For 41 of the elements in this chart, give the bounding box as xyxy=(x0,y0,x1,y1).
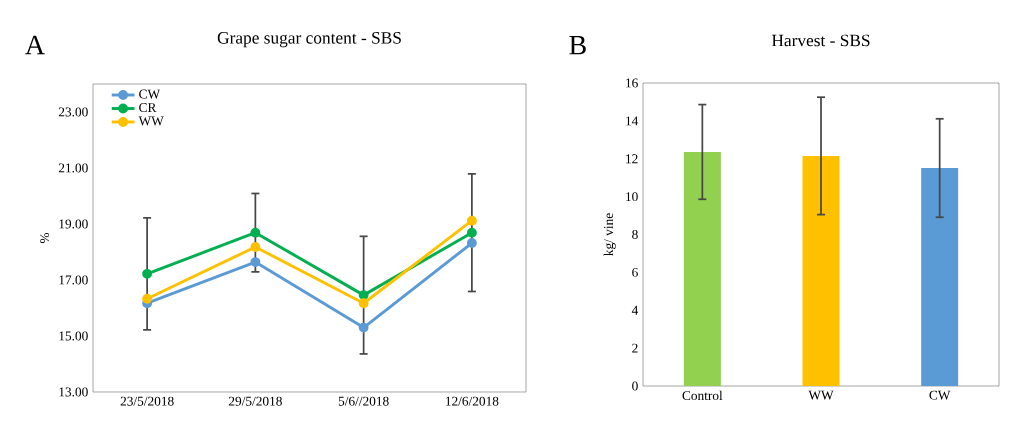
point xyxy=(250,242,261,252)
y-tick-label: 10 xyxy=(626,192,638,202)
point xyxy=(466,227,477,238)
chart-title: Grape sugar content - SBS xyxy=(217,32,401,48)
y-axis-title: % xyxy=(40,232,50,244)
y-tick-label: 14 xyxy=(626,116,639,126)
y-tick-label: 0 xyxy=(632,381,638,391)
point xyxy=(250,227,261,238)
y-tick-label: 13.00 xyxy=(59,387,88,397)
legend-label: CR xyxy=(139,103,157,113)
y-tick-label: 6 xyxy=(632,267,638,277)
text: A xyxy=(25,35,45,55)
y-tick-label: 21.00 xyxy=(58,163,88,173)
point xyxy=(358,322,369,333)
legend-label: WW xyxy=(138,116,164,126)
x-tick-label: WW xyxy=(808,390,834,400)
y-tick-label: 12 xyxy=(626,154,638,164)
y-tick-label: 16 xyxy=(626,78,638,88)
point xyxy=(358,298,369,309)
text: B xyxy=(569,35,586,55)
y-tick-label: 2 xyxy=(632,343,638,353)
y-tick-label: 4 xyxy=(631,305,639,315)
y-tick-label: 15.00 xyxy=(59,331,88,341)
point xyxy=(466,238,477,248)
point xyxy=(466,215,477,226)
point xyxy=(142,268,153,279)
point xyxy=(250,257,261,268)
y-tick-label: 19.00 xyxy=(59,219,88,229)
x-tick-label: 12/6/2018 xyxy=(446,396,499,406)
y-axis-title: kg/ vine xyxy=(603,213,616,256)
y-tick-label: 23.00 xyxy=(58,107,88,117)
legend-label: CW xyxy=(139,89,161,99)
x-tick-label: 29/5/2018 xyxy=(228,396,282,406)
y-tick-label: 17.00 xyxy=(59,275,88,285)
x-tick-label: Control xyxy=(682,390,723,401)
x-tick-label: CW xyxy=(929,390,951,400)
point xyxy=(142,293,153,304)
chart-title: Harvest - SBS xyxy=(771,34,870,47)
x-tick-label: 23/5/2018 xyxy=(120,396,174,406)
y-tick-label: 8 xyxy=(632,230,638,239)
x-tick-label: 5/6//2018 xyxy=(338,396,389,406)
